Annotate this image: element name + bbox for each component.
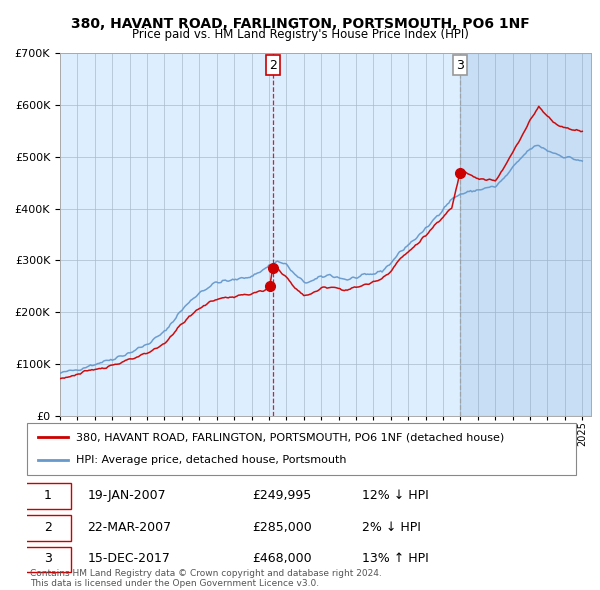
Text: 3: 3	[456, 58, 464, 71]
Text: Contains HM Land Registry data © Crown copyright and database right 2024.
This d: Contains HM Land Registry data © Crown c…	[30, 569, 382, 588]
Text: 15-DEC-2017: 15-DEC-2017	[88, 552, 170, 565]
Text: 380, HAVANT ROAD, FARLINGTON, PORTSMOUTH, PO6 1NF (detached house): 380, HAVANT ROAD, FARLINGTON, PORTSMOUTH…	[76, 432, 505, 442]
Text: 380, HAVANT ROAD, FARLINGTON, PORTSMOUTH, PO6 1NF: 380, HAVANT ROAD, FARLINGTON, PORTSMOUTH…	[71, 17, 529, 31]
Text: HPI: Average price, detached house, Portsmouth: HPI: Average price, detached house, Port…	[76, 455, 347, 466]
FancyBboxPatch shape	[24, 483, 71, 509]
FancyBboxPatch shape	[24, 547, 71, 572]
Text: Price paid vs. HM Land Registry's House Price Index (HPI): Price paid vs. HM Land Registry's House …	[131, 28, 469, 41]
Text: 13% ↑ HPI: 13% ↑ HPI	[362, 552, 428, 565]
FancyBboxPatch shape	[24, 515, 71, 540]
FancyBboxPatch shape	[27, 423, 576, 475]
Text: 1: 1	[44, 489, 52, 502]
Text: £285,000: £285,000	[252, 520, 312, 533]
Text: 22-MAR-2007: 22-MAR-2007	[88, 520, 172, 533]
Text: 3: 3	[44, 552, 52, 565]
Bar	[460, 53, 600, 416]
Text: £468,000: £468,000	[252, 552, 312, 565]
Text: 19-JAN-2007: 19-JAN-2007	[88, 489, 166, 502]
Text: 2: 2	[269, 58, 277, 71]
Text: 12% ↓ HPI: 12% ↓ HPI	[362, 489, 428, 502]
Text: 2: 2	[44, 520, 52, 533]
Text: 2% ↓ HPI: 2% ↓ HPI	[362, 520, 421, 533]
Text: £249,995: £249,995	[252, 489, 311, 502]
